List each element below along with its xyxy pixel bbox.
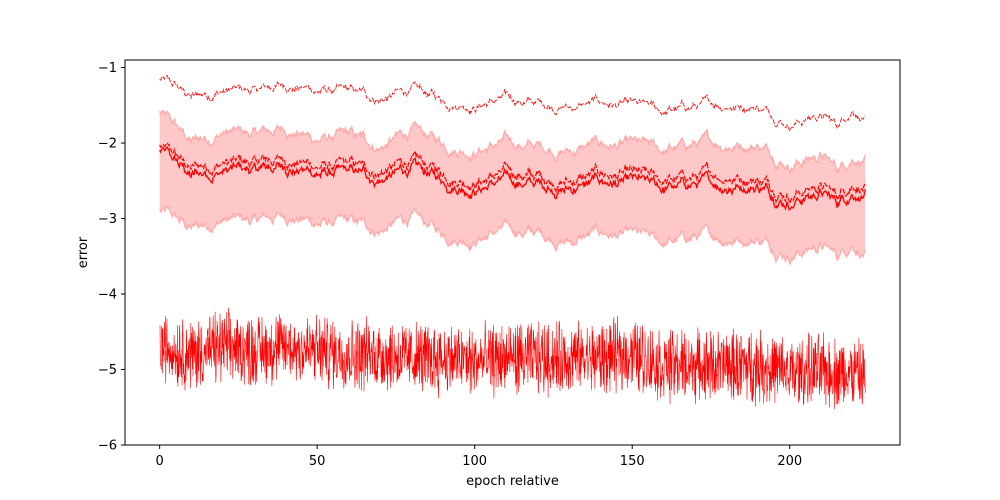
line-layer bbox=[159, 75, 866, 410]
confidence-band bbox=[159, 110, 866, 264]
y-tick-label: −2 bbox=[98, 137, 117, 152]
x-tick-label: 200 bbox=[777, 454, 802, 469]
y-tick-label: −3 bbox=[98, 212, 117, 227]
x-axis: 0 50 100 150 200 bbox=[156, 445, 802, 469]
y-axis-label: error bbox=[76, 236, 91, 268]
x-tick-label: 0 bbox=[156, 454, 164, 469]
band-layer bbox=[159, 109, 866, 266]
y-axis: −6 −5 −4 −3 −2 −1 bbox=[98, 61, 125, 454]
y-tick-label: −6 bbox=[98, 439, 117, 454]
x-tick-label: 50 bbox=[309, 454, 326, 469]
plot-frame bbox=[124, 59, 901, 446]
x-tick-label: 100 bbox=[462, 454, 487, 469]
series-noisy-line bbox=[159, 307, 866, 410]
series-upper-dashed-line bbox=[159, 75, 866, 132]
series-median-line bbox=[159, 146, 866, 211]
y-tick-label: −4 bbox=[98, 288, 117, 303]
x-tick-label: 150 bbox=[620, 454, 645, 469]
x-axis-label: epoch relative bbox=[466, 474, 559, 489]
y-tick-label: −5 bbox=[98, 363, 117, 378]
series-mean-dashed-line bbox=[159, 142, 866, 205]
band-lower-line bbox=[159, 205, 866, 266]
y-tick-label: −1 bbox=[98, 61, 117, 76]
band-upper-line bbox=[159, 109, 866, 175]
